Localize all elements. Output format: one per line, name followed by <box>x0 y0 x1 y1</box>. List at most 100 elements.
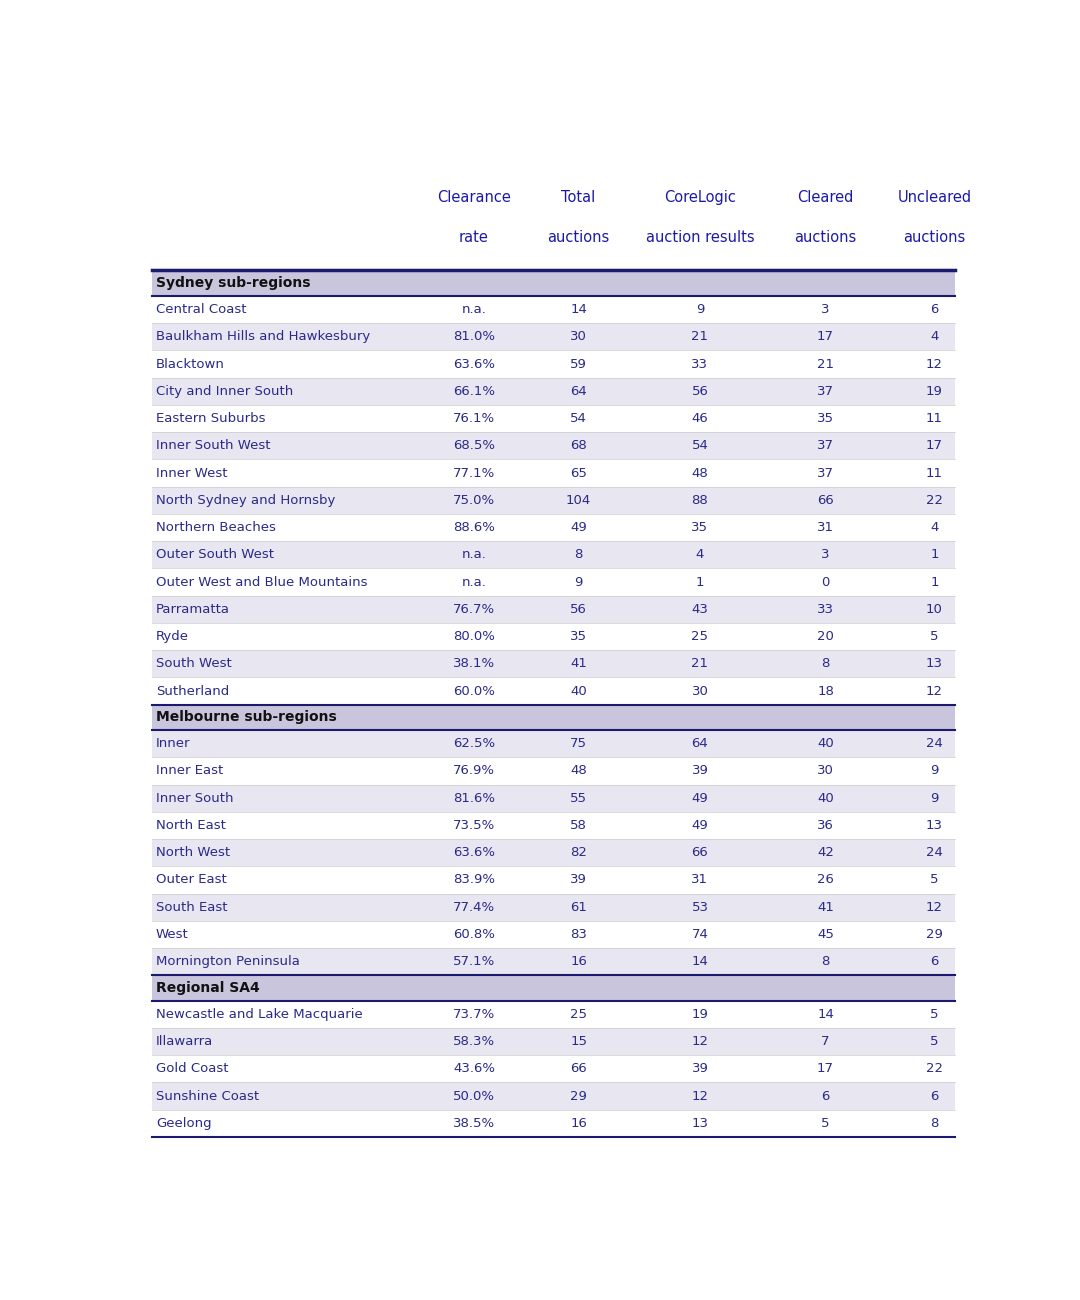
Text: 88: 88 <box>691 494 708 507</box>
Text: 1: 1 <box>930 576 939 589</box>
Text: 60.0%: 60.0% <box>453 685 495 698</box>
Text: Sydney sub-regions: Sydney sub-regions <box>156 276 310 290</box>
Text: 15: 15 <box>570 1035 588 1048</box>
Text: 14: 14 <box>691 956 708 968</box>
Text: 21: 21 <box>818 358 834 370</box>
Text: 66: 66 <box>818 494 834 507</box>
Text: 68.5%: 68.5% <box>453 439 495 452</box>
Text: 21: 21 <box>691 658 708 671</box>
Text: Central Coast: Central Coast <box>156 303 246 316</box>
Text: 50.0%: 50.0% <box>453 1089 495 1102</box>
FancyBboxPatch shape <box>151 432 956 459</box>
Text: 43: 43 <box>691 603 708 616</box>
Text: n.a.: n.a. <box>461 303 486 316</box>
Text: 8: 8 <box>821 956 829 968</box>
Text: 13: 13 <box>691 1117 708 1130</box>
Text: 35: 35 <box>818 412 834 425</box>
Text: 76.1%: 76.1% <box>453 412 495 425</box>
Text: 35: 35 <box>570 630 588 644</box>
Text: 20: 20 <box>818 630 834 644</box>
Text: 12: 12 <box>926 685 943 698</box>
Text: Sunshine Coast: Sunshine Coast <box>156 1089 259 1102</box>
Text: City and Inner South: City and Inner South <box>156 385 293 398</box>
Text: Inner South: Inner South <box>156 792 233 805</box>
FancyBboxPatch shape <box>151 920 956 948</box>
Text: 25: 25 <box>691 630 708 644</box>
Text: 13: 13 <box>926 658 943 671</box>
Text: 6: 6 <box>930 956 939 968</box>
FancyBboxPatch shape <box>151 1056 956 1083</box>
Text: 37: 37 <box>818 467 834 480</box>
Text: Clearance: Clearance <box>437 190 511 205</box>
Text: 11: 11 <box>926 412 943 425</box>
Text: 6: 6 <box>930 1089 939 1102</box>
Text: Newcastle and Lake Macquarie: Newcastle and Lake Macquarie <box>156 1008 363 1020</box>
Text: 5: 5 <box>821 1117 829 1130</box>
Text: 5: 5 <box>930 1035 939 1048</box>
Text: Baulkham Hills and Hawkesbury: Baulkham Hills and Hawkesbury <box>156 330 370 343</box>
Text: 49: 49 <box>691 792 708 805</box>
Text: 17: 17 <box>818 330 834 343</box>
Text: 40: 40 <box>818 792 834 805</box>
Text: Uncleared: Uncleared <box>897 190 971 205</box>
Text: 22: 22 <box>926 494 943 507</box>
Text: 39: 39 <box>691 764 708 777</box>
Text: auctions: auctions <box>795 230 856 244</box>
Text: West: West <box>156 928 189 941</box>
FancyBboxPatch shape <box>151 1001 956 1028</box>
Text: 9: 9 <box>930 792 939 805</box>
Text: 29: 29 <box>926 928 943 941</box>
FancyBboxPatch shape <box>151 324 956 351</box>
Text: 7: 7 <box>821 1035 829 1048</box>
FancyBboxPatch shape <box>151 351 956 377</box>
Text: 24: 24 <box>926 846 943 859</box>
FancyBboxPatch shape <box>151 838 956 866</box>
Text: 3: 3 <box>821 549 829 562</box>
Text: 12: 12 <box>926 901 943 914</box>
Text: 29: 29 <box>570 1089 588 1102</box>
Text: 22: 22 <box>926 1062 943 1075</box>
Text: 40: 40 <box>818 737 834 750</box>
Text: 35: 35 <box>691 521 708 534</box>
Text: 104: 104 <box>566 494 591 507</box>
Text: 30: 30 <box>818 764 834 777</box>
Text: 76.7%: 76.7% <box>453 603 495 616</box>
Text: Inner South West: Inner South West <box>156 439 270 452</box>
FancyBboxPatch shape <box>151 541 956 568</box>
FancyBboxPatch shape <box>151 404 956 432</box>
Text: 10: 10 <box>926 603 943 616</box>
Text: 24: 24 <box>926 737 943 750</box>
Text: 1: 1 <box>930 549 939 562</box>
FancyBboxPatch shape <box>151 731 956 758</box>
FancyBboxPatch shape <box>151 975 956 1001</box>
Text: 31: 31 <box>818 521 834 534</box>
Text: South West: South West <box>156 658 232 671</box>
Text: 66.1%: 66.1% <box>453 385 495 398</box>
Text: Total: Total <box>562 190 596 205</box>
Text: 4: 4 <box>930 521 939 534</box>
Text: 81.0%: 81.0% <box>453 330 495 343</box>
Text: 19: 19 <box>926 385 943 398</box>
FancyBboxPatch shape <box>151 866 956 893</box>
Text: 12: 12 <box>691 1089 708 1102</box>
Text: Outer West and Blue Mountains: Outer West and Blue Mountains <box>156 576 367 589</box>
Text: 39: 39 <box>691 1062 708 1075</box>
Text: 38.1%: 38.1% <box>453 658 495 671</box>
Text: Outer South West: Outer South West <box>156 549 274 562</box>
Text: Ryde: Ryde <box>156 630 189 644</box>
Text: 9: 9 <box>930 764 939 777</box>
Text: Melbourne sub-regions: Melbourne sub-regions <box>156 710 337 724</box>
Text: 83: 83 <box>570 928 588 941</box>
Text: 3: 3 <box>821 303 829 316</box>
Text: 19: 19 <box>691 1008 708 1020</box>
Text: 5: 5 <box>930 630 939 644</box>
Text: 66: 66 <box>691 846 708 859</box>
FancyBboxPatch shape <box>151 1028 956 1056</box>
Text: 65: 65 <box>570 467 588 480</box>
FancyBboxPatch shape <box>151 514 956 541</box>
Text: South East: South East <box>156 901 228 914</box>
Text: CoreLogic: CoreLogic <box>664 190 735 205</box>
Text: 63.6%: 63.6% <box>453 846 495 859</box>
Text: 77.1%: 77.1% <box>453 467 495 480</box>
Text: Inner East: Inner East <box>156 764 224 777</box>
